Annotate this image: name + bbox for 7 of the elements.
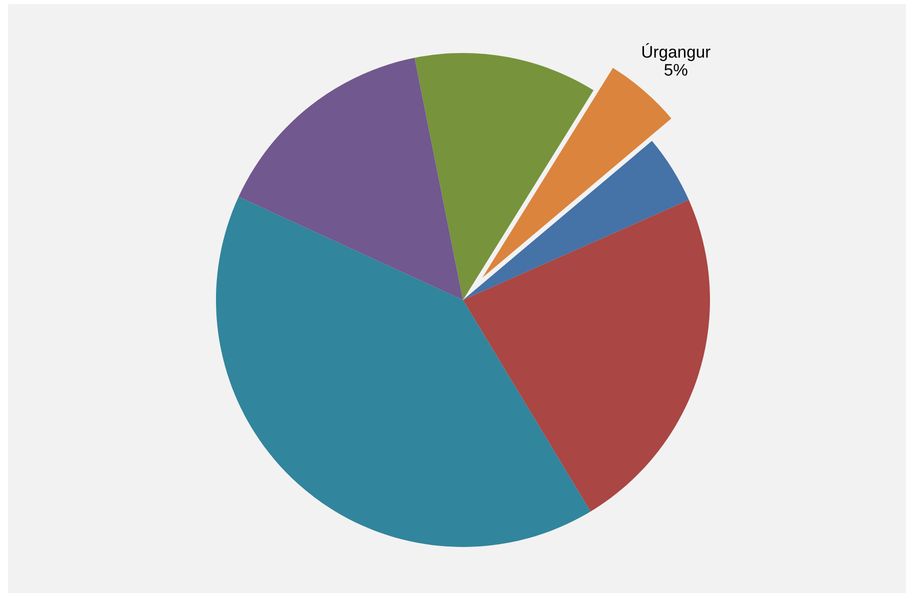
pie-slice [414, 53, 594, 300]
slice-label: Úrgangur [642, 43, 710, 62]
pie-slice [463, 200, 710, 512]
data-label: 5% [664, 64, 688, 76]
pie-slice [463, 140, 689, 300]
pie-slice [238, 58, 463, 300]
pie-slice [216, 196, 591, 547]
